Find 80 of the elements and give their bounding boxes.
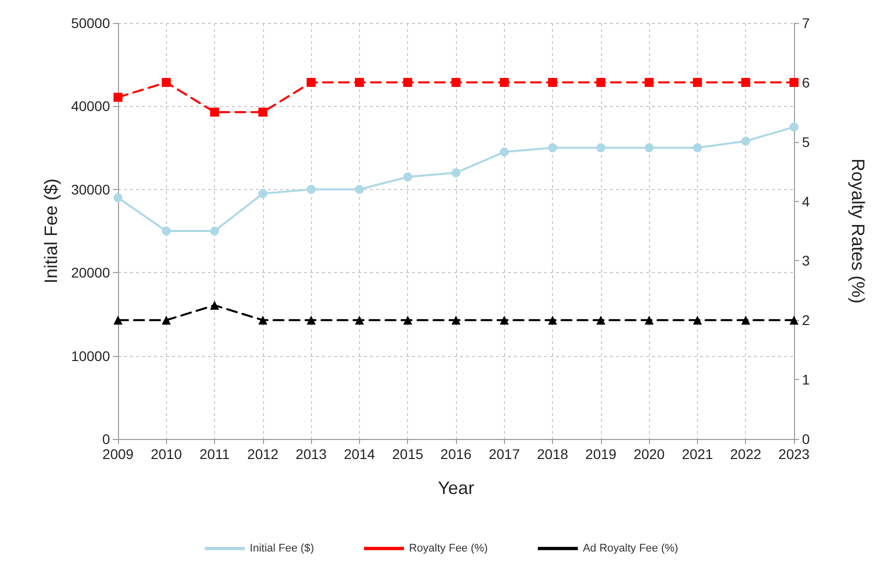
point	[114, 316, 122, 325]
point	[644, 78, 654, 87]
point	[210, 108, 220, 117]
point	[403, 172, 412, 182]
point	[452, 168, 460, 178]
point	[162, 226, 171, 236]
y-tick-label: 30000	[71, 181, 110, 198]
x-tick-label: 2011	[200, 446, 230, 462]
point	[741, 78, 750, 87]
point	[403, 316, 412, 325]
y2-tick-label: 6	[802, 74, 810, 90]
point	[500, 78, 509, 87]
y2-axis-title: Royalty Rates (%)	[848, 158, 868, 304]
point	[500, 316, 509, 325]
y-tick-label: 10000	[71, 348, 110, 364]
point	[306, 78, 316, 87]
point	[741, 136, 750, 146]
x-tick-label: 2021	[682, 446, 714, 462]
point	[114, 92, 122, 102]
x-tick-label: 2019	[585, 446, 617, 462]
x-tick-label: 2014	[344, 446, 376, 462]
point	[692, 78, 702, 87]
x-tick-label: 2015	[392, 446, 424, 462]
point	[403, 78, 412, 87]
y-axis-title: Initial Fee ($)	[41, 178, 62, 284]
point	[210, 226, 220, 236]
point	[258, 108, 268, 117]
point	[452, 316, 460, 325]
point	[692, 316, 702, 325]
x-tick-label: 2009	[102, 446, 134, 462]
x-tick-label: 2022	[730, 446, 762, 462]
x-tick-label: 2012	[247, 446, 279, 462]
legend-label: Initial Fee ($)	[250, 542, 314, 554]
y2-tick-label: 4	[802, 193, 810, 210]
point	[790, 122, 798, 132]
point	[114, 193, 122, 202]
point	[500, 147, 509, 156]
x-tick-label: 2016	[440, 446, 472, 462]
point	[596, 316, 606, 325]
point	[644, 143, 654, 152]
point	[162, 316, 171, 325]
point	[258, 316, 268, 325]
x-tick-label: 2023	[778, 446, 810, 462]
y-tick-label: 0	[102, 431, 110, 447]
y-tick-label: 40000	[71, 98, 110, 114]
y2-tick-label: 7	[802, 15, 810, 31]
y-tick-label: 20000	[71, 264, 110, 281]
x-tick-label: 2017	[488, 446, 520, 462]
point	[596, 78, 606, 87]
point	[548, 143, 558, 152]
y2-tick-label: 0	[802, 431, 810, 447]
legend-label: Royalty Fee (%)	[408, 542, 488, 554]
point	[548, 316, 558, 325]
point	[354, 78, 364, 87]
y2-tick-label: 3	[802, 252, 810, 269]
point	[692, 143, 702, 152]
legend-label: Ad Royalty Fee (%)	[582, 542, 678, 554]
point	[452, 78, 460, 87]
x-tick-label: 2013	[296, 446, 327, 462]
x-tick-label: 2010	[150, 446, 182, 462]
y2-tick-label: 5	[802, 134, 810, 150]
point	[548, 78, 558, 87]
point	[306, 184, 316, 194]
point	[596, 143, 606, 152]
y-tick-label: 50000	[71, 15, 110, 31]
point	[741, 316, 750, 325]
point	[210, 300, 220, 310]
point	[644, 316, 654, 325]
point	[354, 316, 364, 325]
point	[306, 316, 316, 325]
point	[162, 78, 171, 87]
x-tick-label: 2018	[536, 446, 568, 462]
point	[258, 189, 268, 198]
x-axis-title: Year	[438, 478, 474, 498]
y2-tick-label: 2	[802, 312, 810, 328]
y2-tick-label: 1	[802, 372, 810, 388]
point	[790, 316, 798, 325]
point	[790, 78, 798, 87]
point	[354, 184, 364, 194]
x-tick-label: 2020	[634, 446, 665, 462]
